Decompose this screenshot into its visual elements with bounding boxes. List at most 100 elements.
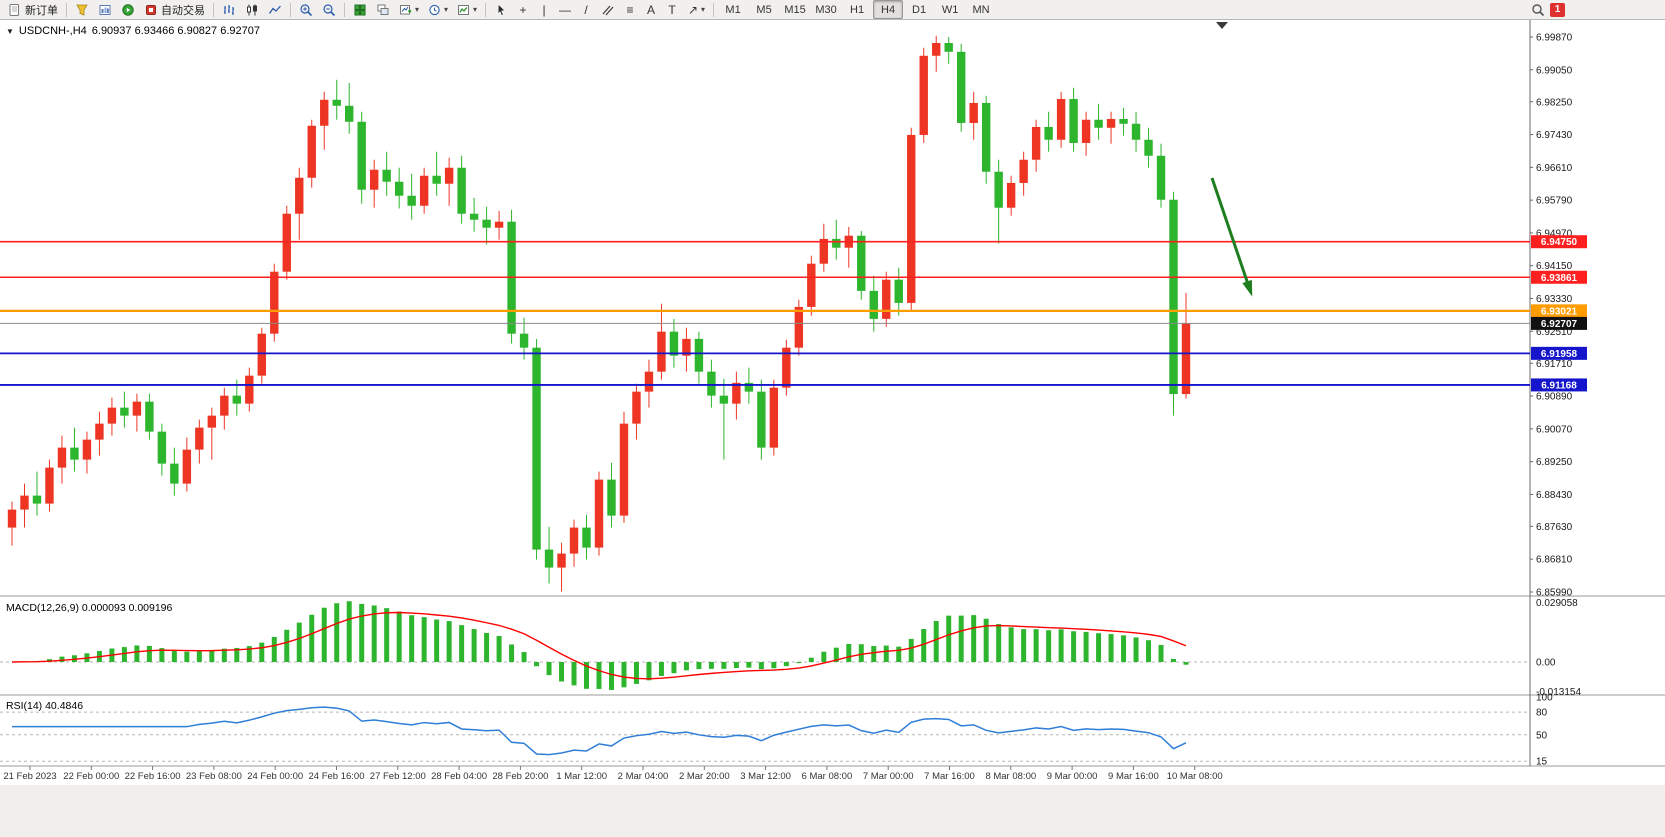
text-icon: A xyxy=(647,2,656,17)
new-order-icon xyxy=(9,3,19,16)
indicators-icon xyxy=(458,4,470,15)
svg-text:9 Mar 00:00: 9 Mar 00:00 xyxy=(1047,771,1098,782)
strategy-tester-button[interactable] xyxy=(117,0,139,19)
fibonacci-tool-button[interactable]: ≡ xyxy=(620,0,640,19)
candlestick-series xyxy=(7,35,1191,592)
svg-text:6.93330: 6.93330 xyxy=(1536,294,1573,305)
main-toolbar: 新订单 自动交易 ▾ ▾ ▾ xyxy=(0,0,1665,20)
price-tag-label: 6.92707 xyxy=(1541,319,1578,330)
vertical-line-tool-button[interactable]: | xyxy=(534,0,554,19)
notification-badge[interactable]: 1 xyxy=(1550,2,1565,17)
separator xyxy=(66,2,67,17)
price-tag-label: 6.91168 xyxy=(1541,380,1577,391)
search-icon xyxy=(1532,3,1545,16)
timeframe-menu-button[interactable]: ▾ xyxy=(424,0,452,19)
chart-shift-marker[interactable] xyxy=(1216,22,1228,29)
channel-tool-button[interactable] xyxy=(597,0,619,19)
candlestick-chart-button[interactable] xyxy=(241,0,263,19)
svg-text:28 Feb 04:00: 28 Feb 04:00 xyxy=(431,771,487,782)
arrowhead[interactable] xyxy=(1242,279,1253,297)
zoom-in-icon xyxy=(300,3,313,16)
cascade-windows-icon xyxy=(377,4,389,15)
chevron-down-icon: ▾ xyxy=(444,5,449,14)
timeframe-m5-button[interactable]: M5 xyxy=(756,3,772,16)
rsi-axis-label: 100 xyxy=(1536,693,1553,704)
zoom-in-button[interactable] xyxy=(295,0,317,19)
svg-text:6 Mar 08:00: 6 Mar 08:00 xyxy=(802,771,853,782)
horizontal-line-tool-button[interactable]: — xyxy=(555,0,575,19)
tile-windows-icon xyxy=(354,4,366,15)
price-axis[interactable] xyxy=(1530,36,1533,593)
timeframe-m1-button[interactable]: M1 xyxy=(725,3,741,16)
line-chart-button[interactable] xyxy=(264,0,286,19)
chart-window[interactable]: 6.99870 6.99050 6.98250 6.97430 6.96610 6.957… xyxy=(0,20,1665,837)
data-window-button[interactable] xyxy=(94,0,116,19)
macd-histogram xyxy=(21,601,1189,690)
svg-text:2 Mar 04:00: 2 Mar 04:00 xyxy=(618,771,669,782)
metaeditor-icon xyxy=(76,4,88,16)
price-tag-label: 6.94750 xyxy=(1541,237,1578,248)
line-chart-icon xyxy=(268,5,281,14)
ohlc-values: 6.90937 6.93466 6.90827 6.92707 xyxy=(91,25,260,37)
price-tag xyxy=(1531,316,1587,330)
candlestick-chart-icon xyxy=(247,4,257,15)
metaeditor-button[interactable] xyxy=(71,0,93,19)
svg-text:6.94150: 6.94150 xyxy=(1536,261,1573,272)
timeframe-h1-button[interactable]: H1 xyxy=(850,3,865,16)
timeframe-m30-button[interactable]: M30 xyxy=(815,3,837,16)
text-tool-button[interactable]: A xyxy=(641,0,661,19)
separator xyxy=(344,2,345,17)
separator xyxy=(713,2,715,17)
svg-text:27 Feb 12:00: 27 Feb 12:00 xyxy=(370,771,426,782)
autotrading-button[interactable]: 自动交易 xyxy=(140,0,209,19)
new-chart-button[interactable]: ▾ xyxy=(395,0,423,19)
timeframe-mn-button[interactable]: MN xyxy=(972,3,990,16)
search-button[interactable] xyxy=(1527,0,1549,19)
horizontal-line-icon: — xyxy=(559,2,572,17)
new-order-label: 新订单 xyxy=(25,4,58,17)
arrows-tool-button[interactable]: ↗ ▾ xyxy=(683,0,709,19)
svg-text:6.91710: 6.91710 xyxy=(1536,359,1573,370)
tile-windows-button[interactable] xyxy=(349,0,371,19)
svg-text:2 Mar 20:00: 2 Mar 20:00 xyxy=(679,771,730,782)
vertical-line-icon: | xyxy=(542,2,546,17)
time-axis[interactable] xyxy=(29,766,1196,770)
chevron-down-icon: ▾ xyxy=(701,5,706,14)
svg-text:9 Mar 16:00: 9 Mar 16:00 xyxy=(1108,771,1159,782)
svg-text:22 Feb 16:00: 22 Feb 16:00 xyxy=(125,771,181,782)
price-tag xyxy=(1531,270,1587,284)
collapse-triangle-icon[interactable]: ▼ xyxy=(6,26,14,36)
new-order-button[interactable]: 新订单 xyxy=(4,0,62,19)
cursor-tool-button[interactable] xyxy=(490,0,512,19)
indicators-menu-button[interactable]: ▾ xyxy=(453,0,481,19)
zoom-out-button[interactable] xyxy=(318,0,340,19)
price-tag-label: 6.93021 xyxy=(1541,306,1578,317)
svg-text:6.92510: 6.92510 xyxy=(1536,327,1573,338)
chevron-down-icon: ▾ xyxy=(473,5,478,14)
zoom-out-icon xyxy=(323,3,336,16)
bar-chart-button[interactable] xyxy=(218,0,240,19)
chart-canvas[interactable]: 6.99870 6.99050 6.98250 6.97430 6.96610 6.957… xyxy=(0,20,1665,837)
timeframe-d1-button[interactable]: D1 xyxy=(912,3,927,16)
label-tool-button[interactable]: T xyxy=(662,0,682,19)
svg-text:7 Mar 16:00: 7 Mar 16:00 xyxy=(924,771,975,782)
svg-text:6.94970: 6.94970 xyxy=(1536,228,1573,239)
trend-arrow-annotation[interactable] xyxy=(1210,177,1252,291)
cascade-windows-button[interactable] xyxy=(372,0,394,19)
rsi-axis-label: 15 xyxy=(1536,757,1548,768)
price-tag xyxy=(1531,346,1587,360)
svg-text:6.99870: 6.99870 xyxy=(1536,32,1573,43)
timeframe-m15-button[interactable]: M15 xyxy=(784,3,806,16)
svg-text:6.96610: 6.96610 xyxy=(1536,163,1573,174)
svg-text:24 Feb 16:00: 24 Feb 16:00 xyxy=(309,771,365,782)
price-tag xyxy=(1531,304,1587,318)
svg-text:6.87630: 6.87630 xyxy=(1536,522,1573,533)
crosshair-tool-button[interactable]: + xyxy=(513,0,533,19)
timeframe-h4-button[interactable]: H4 xyxy=(873,0,904,19)
symbol-label: USDCNH-,H4 xyxy=(18,25,87,37)
svg-text:6.90070: 6.90070 xyxy=(1536,424,1573,435)
crosshair-icon: + xyxy=(519,2,527,17)
trendline-tool-button[interactable]: / xyxy=(576,0,596,19)
timeframe-w1-button[interactable]: W1 xyxy=(941,3,959,16)
svg-text:1 Mar 12:00: 1 Mar 12:00 xyxy=(556,771,607,782)
